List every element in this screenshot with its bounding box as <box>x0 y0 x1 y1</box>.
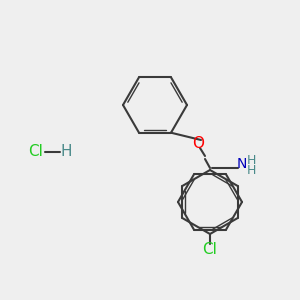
Text: H: H <box>60 145 72 160</box>
Text: O: O <box>192 136 204 151</box>
Text: H: H <box>246 154 256 166</box>
Text: Cl: Cl <box>28 145 44 160</box>
Text: N: N <box>237 157 247 171</box>
Text: H: H <box>246 164 256 178</box>
Text: Cl: Cl <box>202 242 217 257</box>
